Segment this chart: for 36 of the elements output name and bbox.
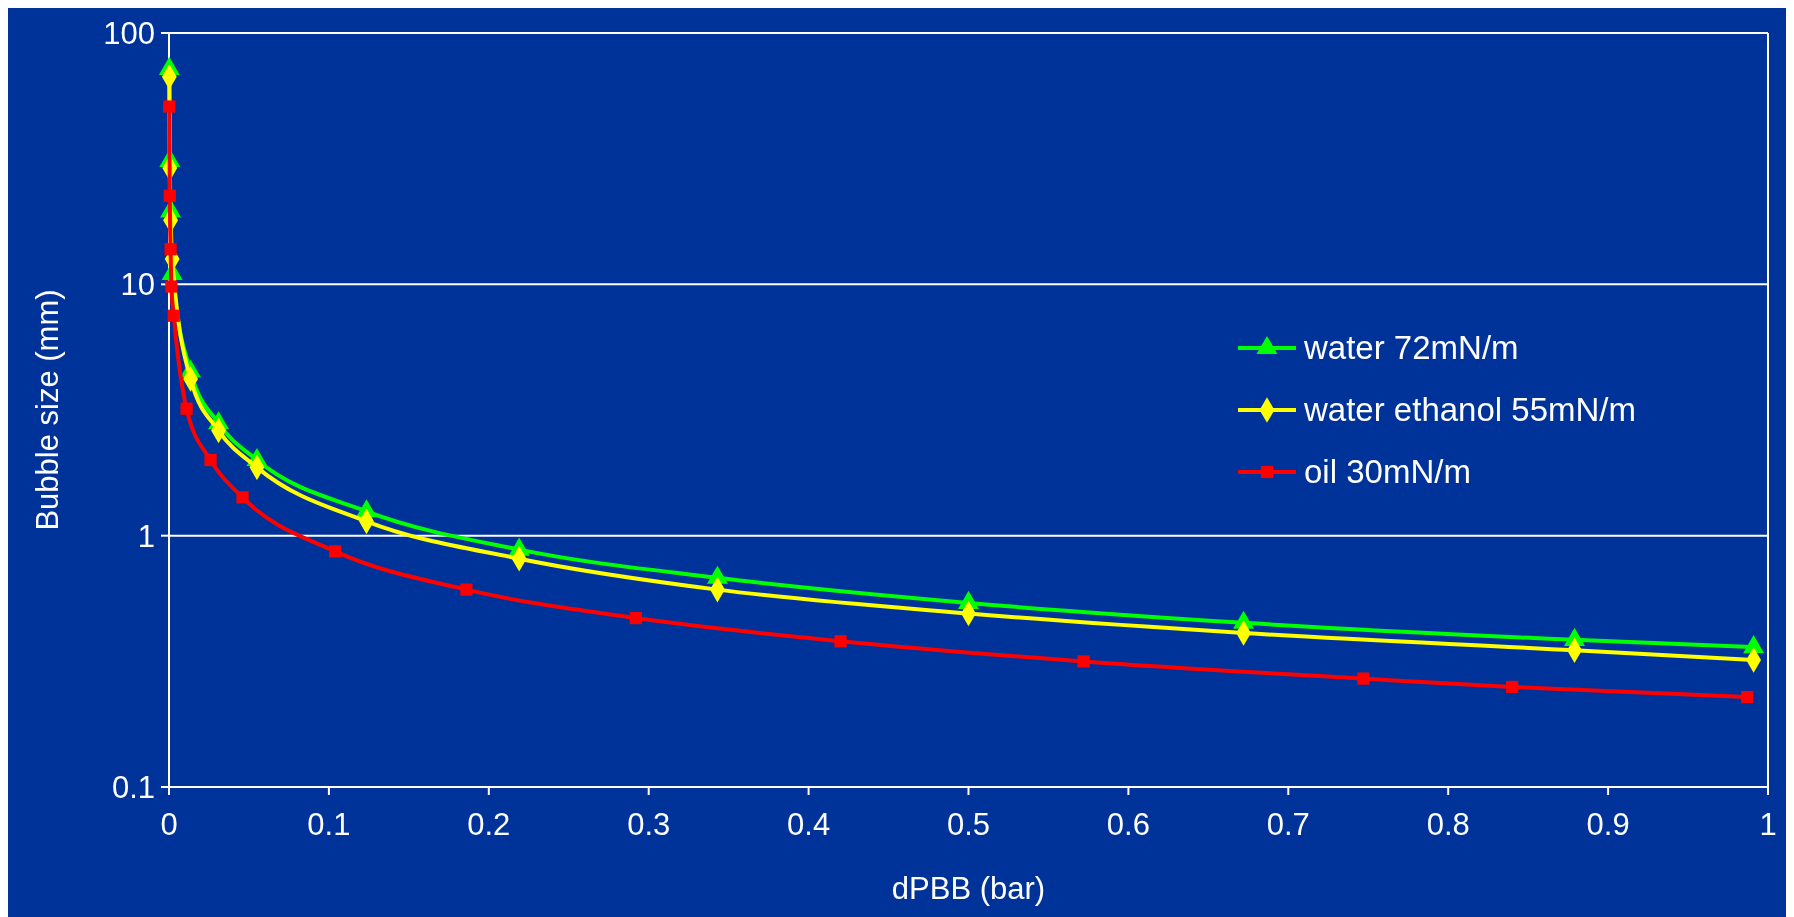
legend-label: water ethanol 55mN/m <box>1303 391 1636 428</box>
point <box>164 243 177 256</box>
point <box>180 402 193 415</box>
x-tick-label: 0.1 <box>307 807 351 842</box>
point <box>163 100 176 113</box>
point <box>629 611 643 625</box>
point <box>236 491 249 504</box>
x-tick-label: 0.8 <box>1426 807 1470 842</box>
point <box>165 280 178 293</box>
x-tick-label: 0.9 <box>1586 807 1630 842</box>
x-tick-label: 0.7 <box>1266 807 1310 842</box>
point <box>1741 690 1754 704</box>
point <box>167 309 180 322</box>
x-tick-label: 0.4 <box>787 807 831 842</box>
point <box>834 635 847 648</box>
x-axis-title: dPBB (bar) <box>891 871 1046 906</box>
x-tick-label: 0.5 <box>946 807 991 842</box>
point <box>163 189 176 202</box>
point <box>204 453 217 467</box>
y-axis-title: Bubble size (mm) <box>30 289 65 531</box>
y-tick-label: 1 <box>137 518 155 554</box>
point <box>1506 680 1519 694</box>
legend-label: oil 30mN/m <box>1304 453 1471 490</box>
point <box>1077 655 1090 668</box>
y-tick-label: 0.1 <box>111 770 155 805</box>
x-tick-label: 0.6 <box>1106 807 1150 842</box>
x-tick-label: 0.2 <box>467 807 511 842</box>
legend-label: water 72mN/m <box>1303 329 1519 366</box>
point <box>329 545 342 558</box>
y-tick-label: 10 <box>120 267 155 303</box>
point <box>1357 672 1370 685</box>
x-tick-label: 0.3 <box>627 807 671 842</box>
x-tick-label: 0 <box>160 807 178 842</box>
point <box>460 583 473 596</box>
y-tick-label: 100 <box>103 16 155 51</box>
x-tick-label: 1 <box>1759 807 1777 842</box>
